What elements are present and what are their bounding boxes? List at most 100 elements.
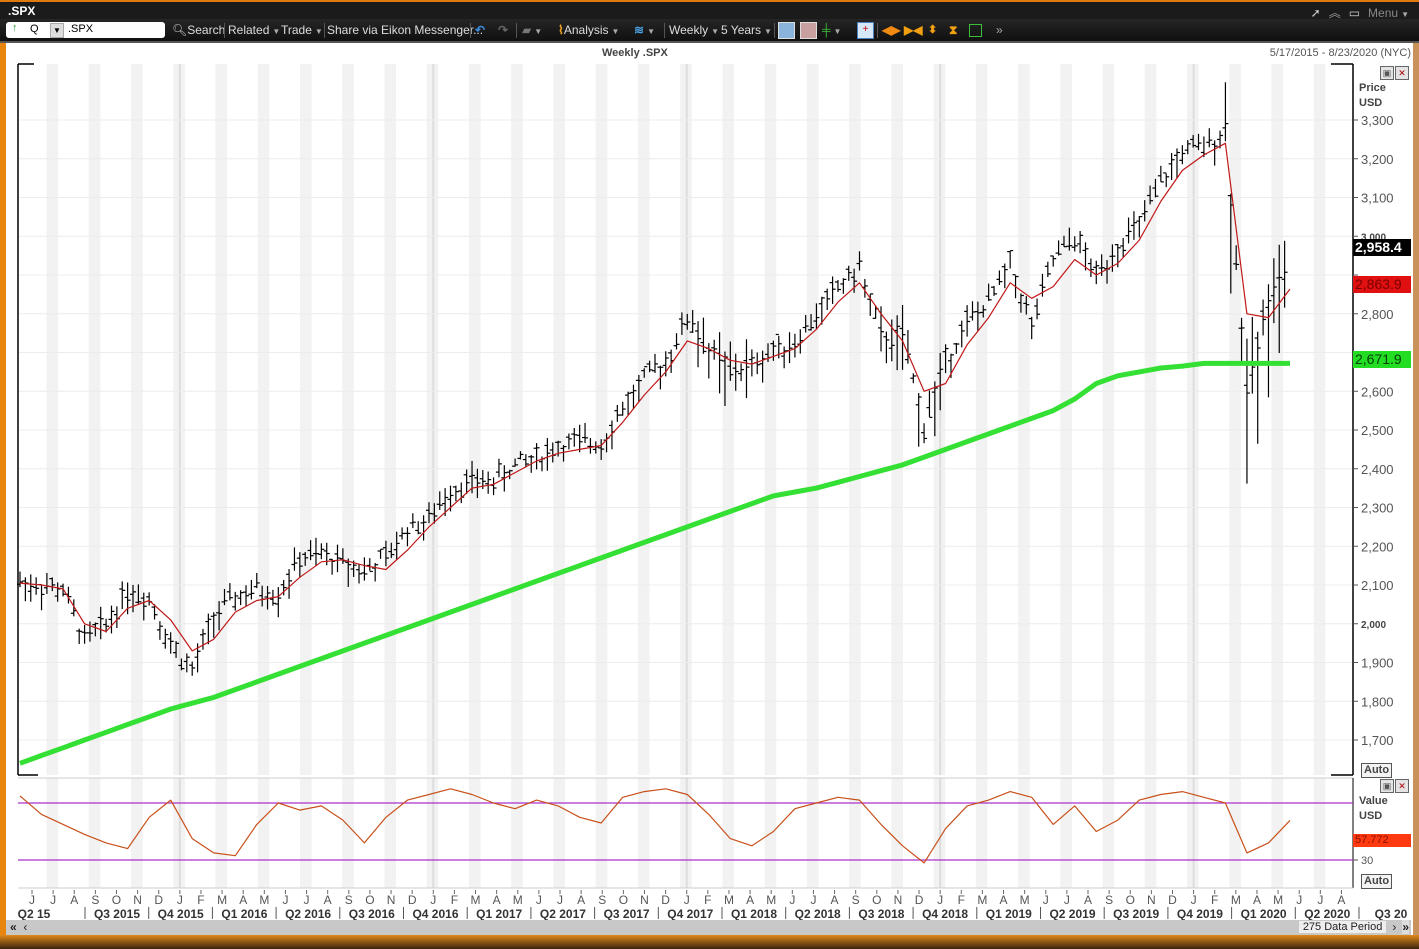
price-axis-header: Price USD [1359,82,1386,109]
svg-text:J: J [684,893,690,907]
svg-text:2,100: 2,100 [1361,578,1394,593]
add-panel-icon[interactable]: + [857,22,874,39]
search-button[interactable]: 🔍︎Search [172,23,226,37]
svg-text:N: N [894,893,903,907]
pop-out-icon[interactable]: ➚ [1310,5,1321,20]
svg-text:A: A [70,893,78,907]
svg-text:J: J [304,893,310,907]
svg-text:3,300: 3,300 [1361,113,1394,128]
related-menu[interactable]: Related ▼ [228,23,281,37]
svg-text:N: N [1147,893,1156,907]
svg-text:M: M [724,893,734,907]
svg-text:J: J [177,893,183,907]
compress-horizontal-icon[interactable]: ▶◀ [904,23,923,37]
search-icon: 🔍︎ [172,23,188,37]
ric-input-box[interactable]: ↑ Q ▼ .SPX [6,22,165,38]
ric-input[interactable]: .SPX [68,23,94,35]
svg-text:D: D [154,893,163,907]
data-period-label[interactable]: 275 Data Period [1298,921,1387,933]
chart-title: Weekly .SPX [602,47,668,59]
svg-text:A: A [324,893,332,907]
scroll-next-icon[interactable]: › [1392,920,1397,934]
scroll-prev-icon[interactable]: ‹ [23,920,28,934]
svg-text:Q4 2016: Q4 2016 [412,907,458,921]
svg-text:D: D [915,893,924,907]
svg-text:Q1 2016: Q1 2016 [221,907,267,921]
maximize-panel-icon[interactable]: ▣ [1380,779,1394,793]
svg-text:N: N [387,893,396,907]
osc-auto-scale-button[interactable]: Auto [1361,874,1393,889]
toolbar: ↑ Q ▼ .SPX 🔍︎Search Related ▼ Trade ▼ Shar… [0,19,1419,43]
svg-text:1,900: 1,900 [1361,656,1394,671]
svg-text:J: J [810,893,816,907]
svg-text:Q4 2018: Q4 2018 [922,907,968,921]
svg-text:3,200: 3,200 [1361,152,1394,167]
svg-text:A: A [239,893,247,907]
svg-text:2,000: 2,000 [1361,620,1386,631]
analysis-menu[interactable]: ⌇Analysis ▼ [558,23,620,37]
svg-text:A: A [1000,893,1008,907]
maximize-panel-icon[interactable]: ▣ [1380,66,1394,80]
svg-text:Q2 15: Q2 15 [18,907,51,921]
svg-text:Q4 2015: Q4 2015 [158,907,204,921]
crosshair-icon[interactable]: ╪ ▼ [822,23,842,37]
interval-dropdown[interactable]: Weekly ▼ [669,23,720,37]
scroll-last-icon[interactable]: » [1402,920,1409,934]
short-ma-label: 2,863.9 [1353,276,1411,293]
price-auto-scale-button[interactable]: Auto [1361,763,1393,778]
analysis-icon: ⌇ [558,23,564,37]
close-panel-icon[interactable]: ✕ [1395,66,1409,80]
compare-chart-icon[interactable] [800,22,817,39]
svg-text:1,800: 1,800 [1361,694,1394,709]
line-chart-icon[interactable] [778,22,795,39]
svg-text:O: O [1126,893,1135,907]
more-tools-icon[interactable]: » [996,23,1003,37]
title-bar: .SPX ➚ ︽ ▭ Menu ▼ [0,4,1419,21]
svg-text:A: A [1253,893,1261,907]
menu-button[interactable]: Menu ▼ [1368,5,1409,20]
restore-icon[interactable]: ▭ [1348,5,1361,20]
range-dropdown[interactable]: 5 Years ▼ [721,23,772,37]
svg-text:J: J [557,893,563,907]
expand-vertical-icon[interactable]: ⬍ [928,24,938,36]
svg-text:Q3 2017: Q3 2017 [604,907,650,921]
osc-axis-header: Value USD [1359,795,1388,822]
folder-icon[interactable]: ▰ ▼ [522,23,543,37]
svg-text:O: O [365,893,374,907]
svg-text:J: J [50,893,56,907]
time-scrollbar[interactable]: « ‹ 275 Data Period › » [6,920,1411,935]
svg-text:M: M [977,893,987,907]
svg-text:M: M [471,893,481,907]
undo-icon[interactable]: ↶ [475,23,486,37]
svg-text:D: D [408,893,417,907]
scroll-first-icon[interactable]: « [10,920,17,934]
svg-text:Q3 2015: Q3 2015 [94,907,140,921]
zoom-box-icon[interactable] [969,24,982,37]
svg-text:J: J [1064,893,1070,907]
last-price-label: 2,958.4 [1353,239,1411,256]
svg-text:Q1 2019: Q1 2019 [986,907,1032,921]
compress-vertical-icon[interactable]: ⧗ [949,23,958,37]
svg-text:J: J [536,893,542,907]
svg-text:Q3 2019: Q3 2019 [1113,907,1159,921]
svg-text:30: 30 [1361,855,1373,867]
svg-text:2,300: 2,300 [1361,501,1394,516]
redo-icon[interactable]: ↷ [498,23,509,37]
expand-horizontal-icon[interactable]: ◀▶ [882,23,901,37]
window-controls: ➚ ︽ ▭ Menu ▼ [1311,4,1409,21]
svg-text:3,100: 3,100 [1361,191,1394,206]
collapse-icon[interactable]: ︽ [1328,6,1341,20]
close-panel-icon[interactable]: ✕ [1395,779,1409,793]
trade-menu[interactable]: Trade ▼ [281,23,323,37]
svg-text:Q4 2017: Q4 2017 [667,907,713,921]
svg-text:M: M [513,893,523,907]
overlay-waves-icon[interactable]: ≋ ▼ [634,23,655,37]
share-eikon-button[interactable]: Share via Eikon Messenger... [327,23,484,37]
svg-text:2,800: 2,800 [1361,307,1394,322]
ric-dropdown-button[interactable]: ▼ [50,23,64,38]
long-ma-label: 2,671.9 [1353,351,1411,368]
date-range: 5/17/2015 - 8/23/2020 (NYC) [1269,47,1411,59]
window-bottom-border [0,935,1419,949]
svg-text:J: J [282,893,288,907]
